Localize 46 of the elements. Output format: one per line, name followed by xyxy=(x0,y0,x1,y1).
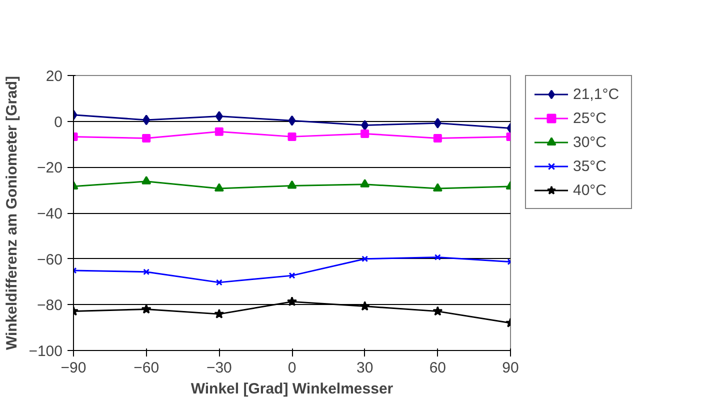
point xyxy=(214,308,224,318)
x-tick-label: 30 xyxy=(356,360,374,376)
point xyxy=(434,118,442,128)
legend-label: 21,1°C xyxy=(573,86,620,102)
x-tick-label: 0 xyxy=(288,360,296,376)
point xyxy=(142,176,152,184)
y-tick-label: −40 xyxy=(37,206,63,222)
y-tick-label: −60 xyxy=(37,251,63,268)
point xyxy=(141,304,152,314)
y-tick-label: −20 xyxy=(37,160,63,177)
point xyxy=(362,256,368,262)
point xyxy=(434,254,441,260)
point xyxy=(432,306,443,316)
point xyxy=(360,129,370,138)
x-tick-label: −90 xyxy=(60,360,86,376)
point xyxy=(360,178,370,188)
point xyxy=(433,134,442,143)
point xyxy=(288,115,296,126)
x-axis-title: Winkel [Grad] Winkelmesser xyxy=(190,380,394,398)
point xyxy=(360,301,370,311)
point xyxy=(214,127,224,136)
legend-label: 30°C xyxy=(573,134,608,150)
point xyxy=(216,279,222,286)
point xyxy=(361,120,369,130)
point xyxy=(286,296,298,306)
point xyxy=(143,268,150,276)
legend-label: 35°C xyxy=(573,158,608,174)
point xyxy=(288,272,296,279)
point xyxy=(215,111,223,122)
legend-label: 40°C xyxy=(573,182,608,198)
x-tick-label: −30 xyxy=(206,360,232,376)
y-tick-label: 20 xyxy=(46,68,63,85)
y-tick-label: −80 xyxy=(37,297,63,314)
y-axis-title: Winkeldifferenz am Goniometer [Grad] xyxy=(4,76,21,350)
point xyxy=(432,183,442,192)
point xyxy=(287,180,297,189)
point xyxy=(142,114,150,126)
y-tick-label: −100 xyxy=(28,343,63,360)
point xyxy=(142,134,151,143)
point xyxy=(288,132,296,141)
y-tick-label: 0 xyxy=(54,114,62,131)
legend-label: 25°C xyxy=(573,110,608,126)
x-tick-label: 60 xyxy=(429,360,446,376)
x-tick-label: 90 xyxy=(502,360,519,376)
x-tick-label: −60 xyxy=(134,360,160,376)
point xyxy=(214,183,224,192)
